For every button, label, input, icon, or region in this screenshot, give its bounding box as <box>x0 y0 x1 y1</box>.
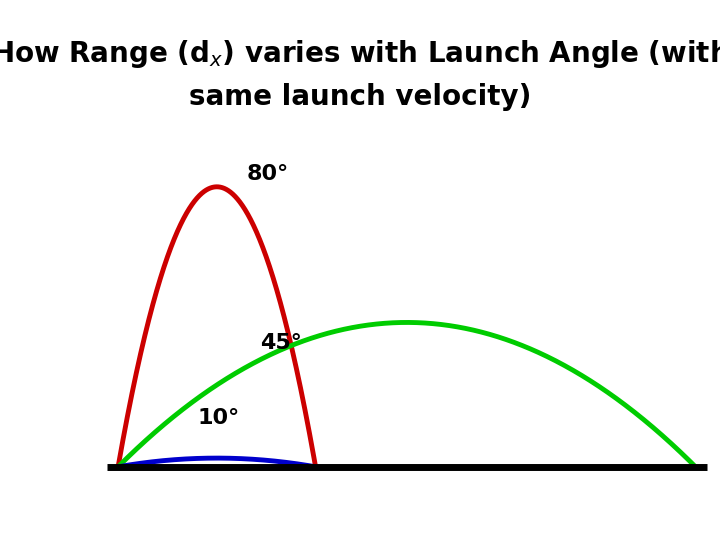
Text: 80°: 80° <box>246 164 289 184</box>
Text: 10°: 10° <box>197 408 239 428</box>
Text: same launch velocity): same launch velocity) <box>189 83 531 111</box>
Text: How Range (d$_x$) varies with Launch Angle (with: How Range (d$_x$) varies with Launch Ang… <box>0 38 720 70</box>
Text: 45°: 45° <box>261 333 302 353</box>
